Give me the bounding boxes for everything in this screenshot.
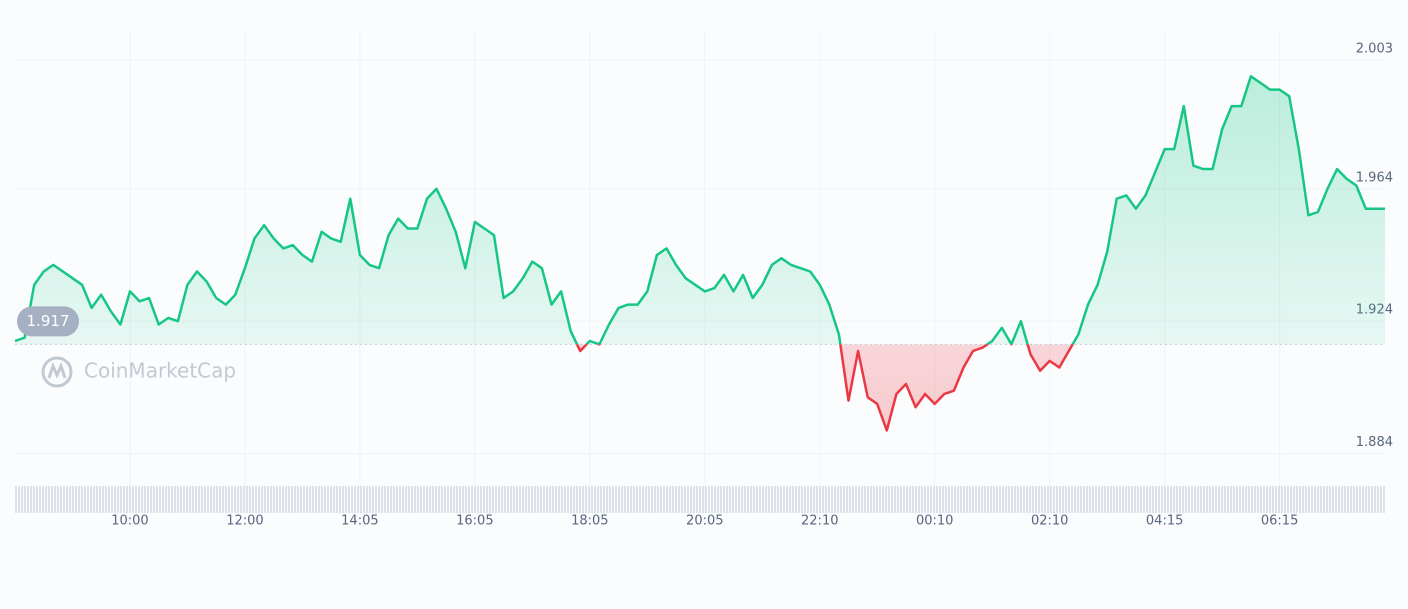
reference-label: 1.917 xyxy=(27,312,70,330)
x-tick-label: 04:15 xyxy=(1146,514,1183,529)
price-line-up xyxy=(14,75,1385,345)
plot: 1.8841.9241.9642.00310:0012:0014:0516:05… xyxy=(14,41,1393,529)
y-tick-label: 1.884 xyxy=(1356,435,1393,450)
x-tick-label: 18:05 xyxy=(571,514,608,529)
x-tick-label: 00:10 xyxy=(916,514,953,529)
x-tick-label: 14:05 xyxy=(341,514,378,529)
x-tick-label: 20:05 xyxy=(686,514,723,529)
x-tick-label: 22:10 xyxy=(801,514,838,529)
y-tick-label: 2.003 xyxy=(1356,41,1393,56)
watermark-logo xyxy=(41,356,73,388)
x-tick-label: 12:00 xyxy=(226,514,263,529)
x-tick-label: 06:15 xyxy=(1261,514,1298,529)
y-tick-label: 1.964 xyxy=(1356,170,1393,185)
area-down xyxy=(577,344,1073,431)
reference-pill xyxy=(17,306,79,337)
x-tick-label: 02:10 xyxy=(1031,514,1068,529)
watermark: CoinMarketCap xyxy=(84,359,236,383)
area-up xyxy=(15,76,1385,345)
x-tick-label: 10:00 xyxy=(111,514,148,529)
volume-band xyxy=(15,486,1385,513)
x-tick-label: 16:05 xyxy=(456,514,493,529)
